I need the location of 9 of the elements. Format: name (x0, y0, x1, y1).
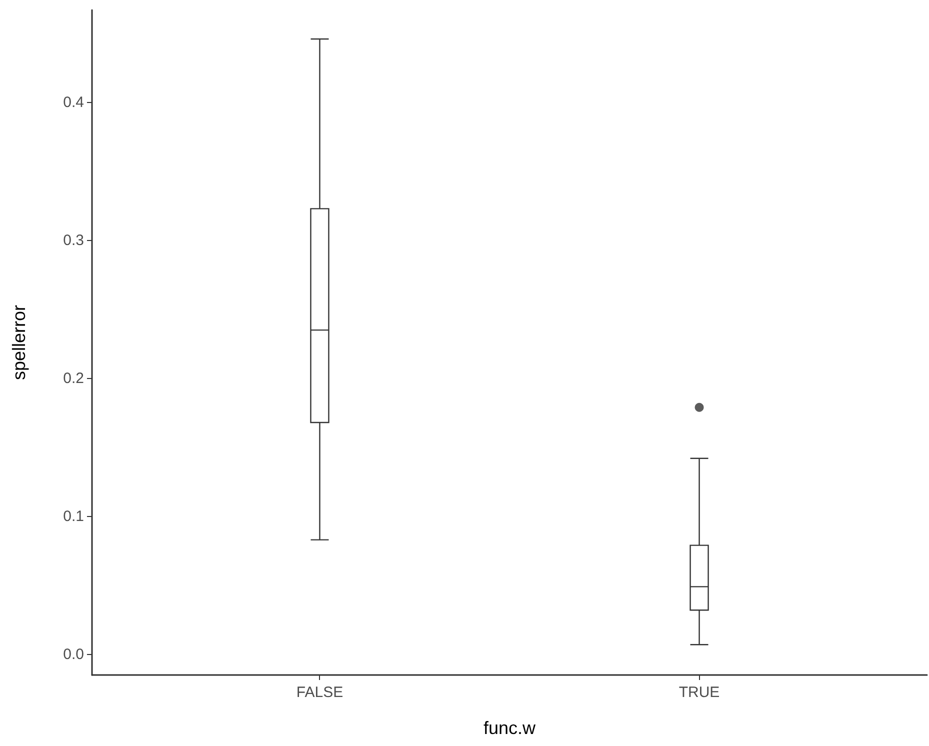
y-axis-title: spellerror (9, 304, 29, 380)
y-tick-label: 0.4 (63, 94, 84, 111)
y-tick-label: 0.1 (63, 508, 84, 525)
x-tick-label: FALSE (296, 684, 344, 701)
y-tick-label: 0.0 (63, 646, 84, 663)
y-tick-label: 0.3 (63, 232, 84, 249)
x-axis-title: func.w (483, 718, 537, 738)
y-tick-label: 0.2 (63, 370, 84, 387)
x-tick-label: TRUE (678, 684, 720, 701)
